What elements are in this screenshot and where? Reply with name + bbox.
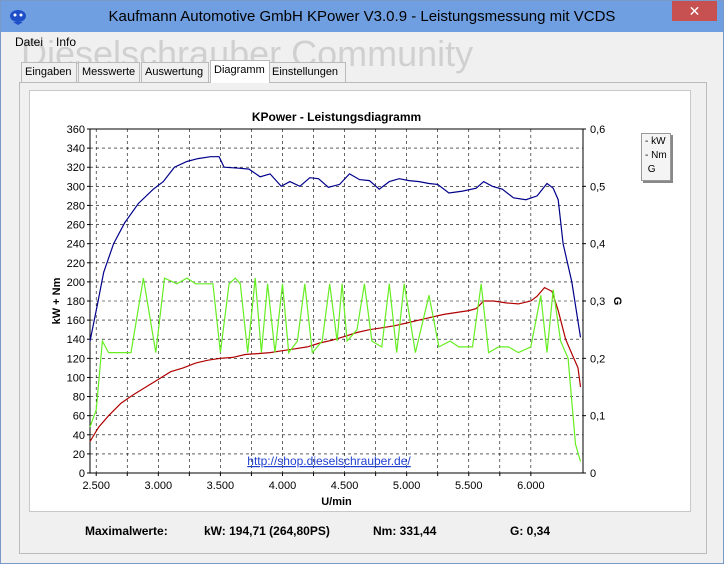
legend-label: kW [651, 136, 666, 147]
legend-marker: - [645, 150, 649, 161]
max-nm-value: Nm: 331,44 [373, 524, 437, 538]
menu-item-datei[interactable]: Datei [15, 35, 44, 49]
y-tick-label: 140 [67, 334, 85, 346]
x-tick-label: 4.500 [331, 480, 359, 492]
y-tick-label: 360 [67, 124, 85, 136]
series-line-g [89, 277, 582, 462]
x-axis-label: U/min [321, 496, 352, 508]
y-tick-label: 240 [67, 239, 85, 251]
y2-tick-label: 0,6 [590, 124, 605, 136]
y2-tick-label: 0,1 [590, 411, 605, 423]
app-logo-icon [10, 10, 26, 25]
legend-item-kw: - kW [645, 136, 666, 148]
y-tick-label: 300 [67, 181, 85, 193]
y2-tick-label: 0,5 [590, 181, 605, 193]
x-tick-label: 2.500 [82, 480, 110, 492]
y-tick-label: 120 [67, 353, 85, 365]
y-axis-label: kW + Nm [51, 277, 63, 324]
x-tick-label: 3.500 [207, 480, 235, 492]
y2-tick-label: 0,3 [590, 296, 605, 308]
max-values-label: Maximalwerte: [85, 524, 168, 538]
title-bar: Kaufmann Automotive GmbH KPower V3.0.9 -… [1, 1, 723, 32]
tab-auswertung[interactable]: Auswertung [141, 62, 209, 82]
series-line-kw [89, 286, 582, 442]
x-tick-label: 5.500 [455, 480, 483, 492]
tab-einstellungen[interactable]: Einstellungen [268, 62, 346, 82]
menu-item-info[interactable]: Info [56, 35, 77, 49]
max-g-value: G: 0,34 [510, 524, 551, 538]
tab-diagramm[interactable]: Diagramm [210, 60, 270, 83]
chart-title: KPower - Leistungsdiagramm [252, 110, 421, 124]
y-tick-label: 220 [67, 258, 85, 270]
y-tick-label: 20 [73, 449, 85, 461]
close-button[interactable]: ✕ [672, 1, 717, 21]
plot-border [89, 128, 584, 474]
x-tick-label: 3.000 [145, 480, 173, 492]
window-title: Kaufmann Automotive GmbH KPower V3.0.9 -… [108, 8, 616, 25]
y-tick-label: 100 [67, 372, 85, 384]
x-tick-label: 4.000 [269, 480, 297, 492]
y-tick-label: 200 [67, 277, 85, 289]
y-tick-label: 160 [67, 315, 85, 327]
shop-link: http://shop.dieselschrauber.de/ [247, 454, 411, 468]
y-tick-label: 280 [67, 200, 85, 212]
y-tick-label: 0 [79, 468, 85, 480]
tab-messwerte[interactable]: Messwerte [78, 62, 140, 82]
y2-tick-label: 0 [590, 468, 596, 480]
x-tick-label: 5.000 [393, 480, 421, 492]
x-tick-label: 6.000 [517, 480, 545, 492]
menu-bar: Datei Info [1, 32, 723, 52]
y2-tick-label: 0,4 [590, 239, 605, 251]
legend-label: Nm [651, 150, 667, 161]
legend-item-g: G [645, 164, 656, 176]
y-tick-label: 180 [67, 296, 85, 308]
max-kw-value: kW: 194,71 (264,80PS) [204, 524, 330, 538]
y-tick-label: 260 [67, 220, 85, 232]
y-tick-label: 320 [67, 162, 85, 174]
y2-axis-label: G [611, 297, 623, 306]
tab-eingaben[interactable]: Eingaben [21, 62, 77, 82]
y-tick-label: 40 [73, 430, 85, 442]
legend-marker: - [645, 136, 649, 147]
y-tick-label: 60 [73, 411, 85, 423]
y-tick-label: 80 [73, 392, 85, 404]
chart-legend: - kW - Nm G [641, 133, 671, 181]
legend-label: G [647, 164, 656, 175]
y2-tick-label: 0,2 [590, 353, 605, 365]
series-line-nm [89, 156, 582, 342]
legend-item-nm: - Nm [645, 150, 667, 162]
y-tick-label: 340 [67, 143, 85, 155]
